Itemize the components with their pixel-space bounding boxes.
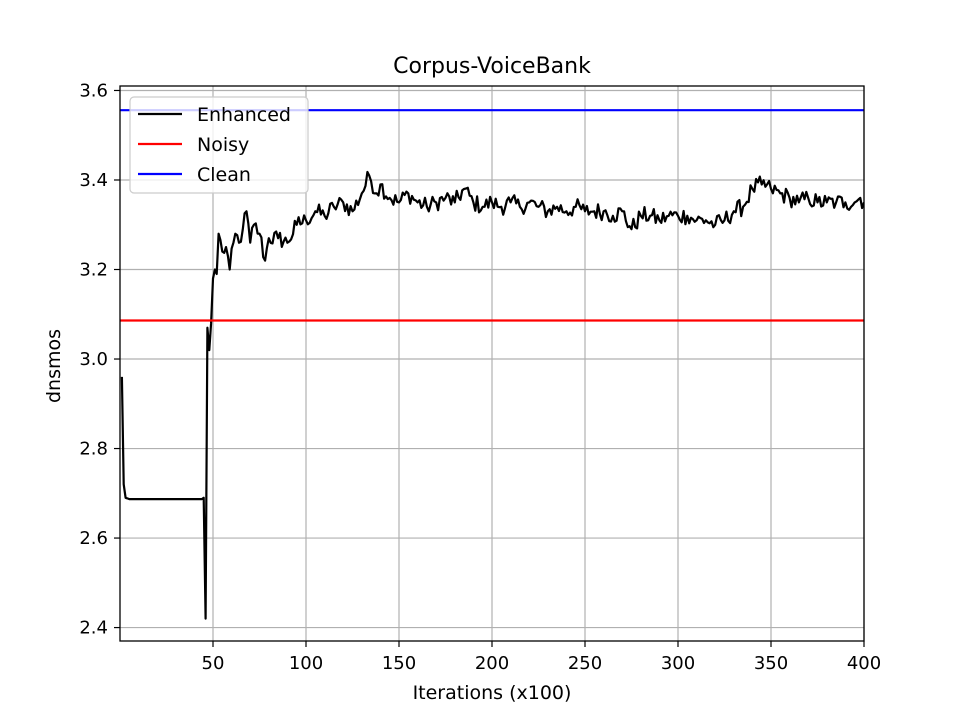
x-tick-label: 250: [568, 653, 602, 674]
series-enhanced-line: [120, 170, 864, 620]
x-tick-label: 400: [847, 653, 881, 674]
legend-box: [129, 96, 309, 194]
x-tick-label: 300: [661, 653, 695, 674]
y-tick-label: 2.8: [79, 439, 108, 460]
y-axis-label: dnsmos: [43, 329, 65, 403]
x-tick-label: 350: [754, 653, 788, 674]
legend-label-noisy: Noisy: [197, 134, 249, 156]
y-tick-label: 3.0: [79, 349, 108, 370]
y-tick-label: 2.4: [79, 618, 108, 639]
x-axis: 50 100 150 200 250 300 350 400: [202, 641, 881, 674]
y-tick-label: 2.6: [79, 528, 108, 549]
legend-label-clean: Clean: [197, 164, 251, 186]
x-axis-label: Iterations (x100): [413, 682, 572, 704]
y-tick-label: 3.2: [79, 260, 108, 281]
legend-label-enhanced: Enhanced: [197, 104, 291, 126]
x-tick-label: 100: [289, 653, 323, 674]
y-tick-label: 3.4: [79, 170, 108, 191]
x-tick-label: 50: [202, 653, 225, 674]
x-tick-label: 200: [475, 653, 509, 674]
legend: Enhanced Noisy Clean: [129, 96, 309, 194]
chart-title: Corpus-VoiceBank: [393, 54, 591, 79]
y-tick-label: 3.6: [79, 80, 108, 101]
x-tick-label: 150: [382, 653, 416, 674]
y-axis: 2.4 2.6 2.8 3.0 3.2 3.4 3.6: [79, 80, 120, 639]
